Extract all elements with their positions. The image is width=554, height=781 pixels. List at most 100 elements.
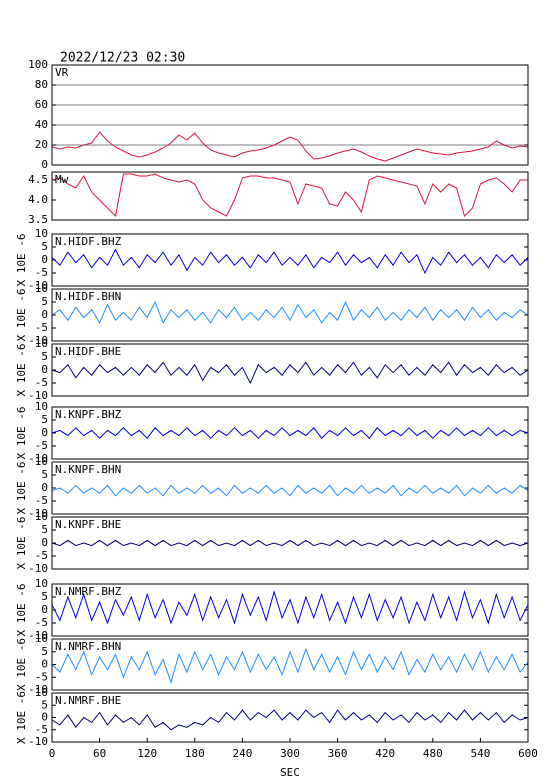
y-tick-label: -5 [35,376,48,389]
y-tick-label: -10 [28,389,48,402]
y-tick-label: 0 [41,253,48,266]
y-tick-label: 5 [41,413,48,426]
legend-label: N.HIDF.BHE [55,345,121,358]
y-tick-label: 0 [41,308,48,321]
panel-frame [51,406,529,460]
legend-label: VR [55,66,69,79]
panel-frame [51,233,529,287]
y-tick-label: 5 [41,468,48,481]
y-tick-label: 0 [41,158,48,171]
y-tick-label: 4.0 [28,193,48,206]
x-tick-label: 240 [232,747,252,760]
legend-label: N.KNPF.BHE [55,518,121,531]
x-tick-label: 180 [185,747,205,760]
data-line [51,361,529,385]
y-tick-label: 10 [35,337,48,350]
y-tick-label: 0 [41,363,48,376]
x-tick-label: 120 [137,747,157,760]
legend-label: Mw [55,173,69,186]
y-tick-label: -10 [28,683,48,696]
data-line [51,709,529,731]
legend-label: N.KNPF.BHN [55,463,121,476]
panel-frame [51,692,529,743]
y-tick-label: 10 [35,577,48,590]
y-tick-label: -10 [28,562,48,575]
y-tick-label: -5 [35,616,48,629]
x-tick-label: 300 [280,747,300,760]
y-axis-label: X 10E -6 [15,289,28,342]
panel-frame [51,638,529,691]
y-tick-label: 0 [41,711,48,724]
y-tick-label: 5 [41,523,48,536]
data-line [51,590,529,625]
y-tick-label: 5 [41,350,48,363]
y-tick-label: 60 [35,98,48,111]
data-line [51,248,529,275]
y-tick-label: -5 [35,439,48,452]
x-tick-label: 60 [93,747,106,760]
y-tick-label: 0 [41,426,48,439]
panel-frame [51,343,529,397]
data-line [51,484,529,497]
y-tick-label: -10 [28,735,48,748]
y-tick-label: 5 [41,698,48,711]
y-tick-label: 10 [35,227,48,240]
y-tick-label: 5 [41,590,48,603]
data-line [51,539,529,547]
x-tick-label: 360 [328,747,348,760]
y-tick-label: 10 [35,686,48,699]
x-tick-label: 420 [375,747,395,760]
chart-title: 2022/12/23 02:30 [60,51,185,66]
x-tick-label: 540 [470,747,490,760]
y-tick-label: -5 [35,266,48,279]
y-axis-label: X 10E -6 [15,462,28,515]
y-tick-label: 10 [35,632,48,645]
y-tick-label: -10 [28,629,48,642]
y-tick-label: -5 [35,549,48,562]
panel-frame [51,461,529,515]
y-tick-label: 0 [41,481,48,494]
y-tick-label: -10 [28,334,48,347]
y-tick-label: 10 [35,455,48,468]
y-axis-label: X 10E -6 [15,517,28,570]
y-tick-label: 5 [41,295,48,308]
y-tick-label: 0 [41,536,48,549]
x-tick-label: 480 [423,747,443,760]
y-tick-label: 5 [41,240,48,253]
y-tick-label: 4.5 [28,173,48,186]
legend-label: N.HIDF.BHZ [55,235,122,248]
panel-frame [51,583,529,637]
y-axis-label: X 10E -6 [15,407,28,460]
y-tick-label: -10 [28,507,48,520]
panel-frame [51,64,529,166]
y-tick-label: 5 [41,645,48,658]
data-line [51,647,529,685]
x-axis-label: SEC [280,766,300,779]
panel-frame [51,516,529,570]
y-tick-label: -5 [35,670,48,683]
data-line [51,427,529,439]
y-tick-label: 40 [35,118,48,131]
y-axis-label: X 10E -6 [15,344,28,397]
legend-label: N.HIDF.BHN [55,290,121,303]
panel-frame [51,288,529,342]
y-axis-label: X 10E -6 [15,234,28,287]
legend-label: N.NMRF.BHN [55,640,121,653]
data-line [51,300,529,324]
y-tick-label: -5 [35,723,48,736]
data-line [51,173,528,218]
legend-label: N.NMRF.BHE [55,694,121,707]
y-tick-label: -5 [35,321,48,334]
y-tick-label: -10 [28,452,48,465]
y-tick-label: 0 [41,658,48,671]
y-tick-label: 0 [41,603,48,616]
y-tick-label: 80 [35,78,48,91]
panel-frame [51,171,529,221]
y-tick-label: 10 [35,400,48,413]
y-tick-label: 100 [28,58,48,71]
x-tick-label: 0 [49,747,56,760]
y-tick-label: -10 [28,279,48,292]
data-line [51,131,529,162]
